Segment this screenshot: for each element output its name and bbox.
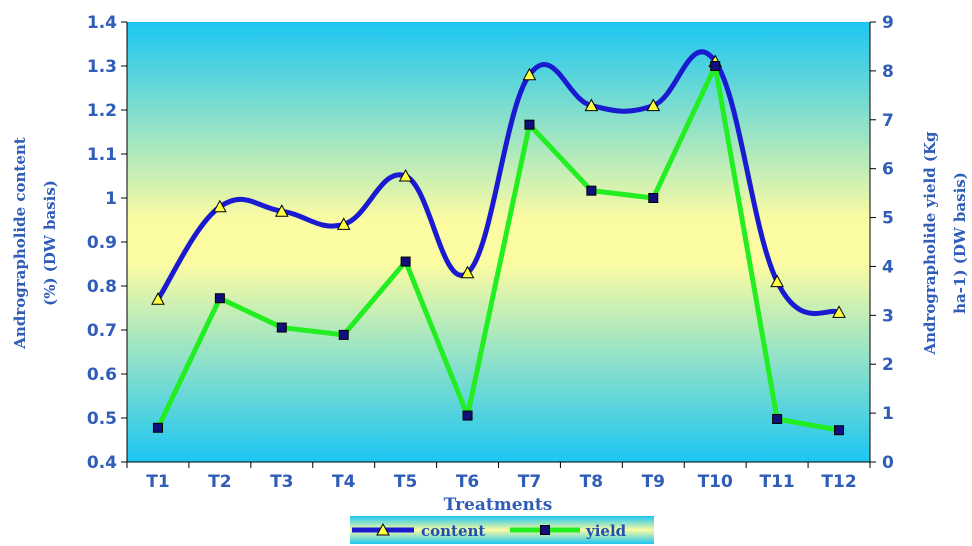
x-tick-label: T12 <box>821 472 856 492</box>
content-point <box>151 292 165 305</box>
left-axis-title-line1: Andrographolide content <box>11 137 29 350</box>
legend-items: content yield <box>352 522 627 540</box>
content-point <box>274 204 289 217</box>
right-axis-title-line1: Andrographolide yield (Kg <box>921 131 939 356</box>
right-tick-label: 9 <box>882 13 894 33</box>
yield-point <box>152 422 163 433</box>
content-point <box>832 305 846 318</box>
x-tick-label: T7 <box>518 472 541 492</box>
plot-area <box>127 22 870 462</box>
right-tick-label: 0 <box>882 453 894 473</box>
x-tick-label: T8 <box>580 472 603 492</box>
yield-point <box>214 293 225 304</box>
left-axis-title: Andrographolide content (%) (DW basis) <box>11 137 59 350</box>
right-tick-label: 7 <box>882 111 894 131</box>
legend: content yield <box>350 516 654 544</box>
left-tick-label: 0.8 <box>87 277 117 297</box>
left-tick-label: 0.5 <box>87 409 117 429</box>
left-tick-label: 0.4 <box>87 453 117 473</box>
x-tick-label: T6 <box>456 472 479 492</box>
content-point <box>770 274 784 288</box>
yield-point <box>834 425 845 436</box>
series-line-yield <box>155 63 840 433</box>
x-tick-label: T5 <box>394 472 417 492</box>
x-tick-label: T9 <box>642 472 665 492</box>
left-tick-label: 1.2 <box>87 101 117 121</box>
content-point <box>398 168 413 182</box>
right-tick-label: 8 <box>882 62 894 82</box>
content-point <box>646 98 661 112</box>
left-tick-label: 0.6 <box>87 365 117 385</box>
left-axis-title-line2: (%) (DW basis) <box>41 180 59 306</box>
legend-yield-label: yield <box>585 522 627 540</box>
content-point <box>522 67 537 81</box>
right-tick-label: 5 <box>882 209 894 229</box>
right-tick-label: 2 <box>882 355 894 375</box>
yield-point <box>276 322 287 333</box>
x-axis-title: Treatments <box>444 495 553 515</box>
right-tick-label: 3 <box>882 306 894 326</box>
left-tick-label: 0.7 <box>87 321 117 341</box>
x-tick-label: T1 <box>146 472 169 492</box>
x-tick-label: T11 <box>759 472 794 492</box>
left-tick-label: 1.3 <box>87 57 117 77</box>
right-axis-title: Andrographolide yield (Kg ha-1) (DW basi… <box>921 131 969 356</box>
yield-point <box>648 193 659 203</box>
legend-yield-marker <box>540 525 550 535</box>
legend-content-label: content <box>421 522 485 540</box>
content-point <box>213 199 227 213</box>
content-point <box>460 265 475 279</box>
right-tick-label: 1 <box>882 404 894 424</box>
yield-point <box>462 410 473 421</box>
legend-content-marker <box>376 522 390 536</box>
x-tick-label: T10 <box>698 472 733 492</box>
left-tick-label: 1 <box>105 189 117 209</box>
yield-point <box>772 413 783 424</box>
left-tick-label: 1.1 <box>87 145 117 165</box>
right-tick-label: 4 <box>882 257 894 277</box>
right-axis-title-line2: ha-1) (DW basis) <box>951 172 969 314</box>
x-tick-label: T4 <box>332 472 356 492</box>
series-layer <box>151 49 846 436</box>
content-point <box>584 98 599 112</box>
yield-point <box>400 256 411 267</box>
yield-point <box>586 185 597 196</box>
yield-point <box>524 119 535 130</box>
content-point <box>336 217 351 230</box>
x-tick-label: T3 <box>270 472 293 492</box>
axes: 0.4 0.5 0.6 0.7 0.8 0.9 1 1.1 1.2 1.3 1.4 0 1 2 3 4 5 6 7 8… <box>87 13 894 492</box>
right-tick-label: 6 <box>882 160 894 180</box>
yield-point <box>710 61 721 71</box>
left-tick-label: 1.4 <box>87 13 117 33</box>
yield-point <box>338 329 349 340</box>
x-tick-label: T2 <box>208 472 231 492</box>
left-tick-label: 0.9 <box>87 233 117 253</box>
